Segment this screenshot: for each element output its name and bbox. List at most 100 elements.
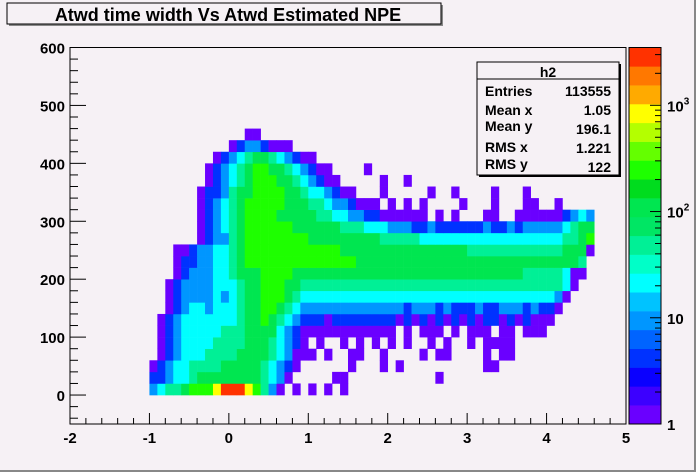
heatmap-cell (228, 209, 238, 222)
heatmap-cell (197, 244, 206, 257)
heatmap-cell (284, 313, 293, 326)
heatmap-cell (340, 209, 349, 222)
heatmap-cell (570, 279, 579, 292)
heatmap-cell (220, 371, 230, 384)
heatmap-cell (197, 290, 206, 303)
heatmap-cell (284, 163, 293, 176)
stats-box: h2 Entries 113555 Mean x 1.05 Mean y 196… (476, 61, 621, 177)
heatmap-cell (244, 279, 253, 292)
heatmap-cell (236, 244, 246, 257)
heatmap-cell (522, 256, 531, 268)
heatmap-cell (300, 325, 309, 338)
heatmap-cell (395, 302, 404, 315)
heatmap-cell (308, 174, 317, 187)
heatmap-cell (316, 256, 325, 268)
heatmap-cell (554, 198, 563, 210)
stats-label-mean-y: Mean y (485, 118, 533, 134)
heatmap-cell (427, 221, 436, 234)
heatmap-cell (181, 325, 190, 338)
heatmap-cell (252, 371, 261, 384)
heatmap-cell (300, 186, 309, 199)
palette-band (629, 198, 661, 218)
heatmap-cell (451, 186, 460, 199)
heatmap-cell (173, 267, 182, 280)
heatmap-cell (268, 313, 277, 326)
heatmap-cell (538, 290, 547, 303)
heatmap-cell (578, 232, 587, 245)
heatmap-cell (276, 151, 285, 164)
stats-label-mean-x: Mean x (485, 102, 533, 118)
heatmap-cell (459, 221, 468, 234)
heatmap-cell (562, 221, 571, 234)
heatmap-cell (228, 140, 238, 153)
heatmap-cell (228, 325, 238, 338)
heatmap-cell (205, 325, 214, 338)
heatmap-cell (490, 267, 500, 280)
heatmap-cell (475, 325, 484, 338)
heatmap-cell (483, 313, 492, 326)
heatmap-cell (189, 371, 198, 384)
heatmap-cell (530, 325, 539, 338)
heatmap-cell (411, 267, 420, 280)
heatmap-cell (475, 221, 484, 234)
heatmap-cell (387, 302, 396, 315)
heatmap-cell (403, 290, 412, 303)
heatmap-cell (268, 267, 277, 280)
heatmap-cell (443, 232, 452, 245)
heatmap-cell (260, 256, 269, 268)
heatmap-cell (435, 221, 444, 234)
heatmap-cell (212, 302, 222, 315)
heatmap-cell (483, 279, 492, 292)
heatmap-cell (355, 198, 365, 210)
palette-band (629, 348, 661, 368)
heatmap-cell (562, 279, 571, 292)
palette-band (629, 311, 661, 331)
heatmap-cell (292, 209, 301, 222)
heatmap-cell (411, 313, 420, 326)
heatmap-cell (252, 221, 261, 234)
heatmap-cell (212, 337, 222, 349)
heatmap-cell (554, 232, 563, 245)
heatmap-cell (308, 302, 317, 315)
heatmap-cell (268, 348, 277, 361)
heatmap-cell (268, 186, 277, 199)
heatmap-cell (483, 232, 492, 245)
heatmap-cell (371, 325, 381, 338)
heatmap-cell (427, 290, 436, 303)
heatmap-cell (181, 383, 190, 396)
heatmap-cell (371, 244, 381, 257)
heatmap-cell (332, 244, 341, 257)
heatmap-cell (554, 244, 563, 257)
heatmap-cell (236, 337, 246, 349)
heatmap-cell (530, 267, 539, 280)
heatmap-cell (181, 360, 190, 373)
heatmap-cell (173, 302, 182, 315)
heatmap-cell (189, 279, 198, 292)
heatmap-cell (300, 337, 309, 349)
heatmap-cell (522, 325, 531, 338)
heatmap-cell (252, 313, 261, 326)
heatmap-cell (228, 337, 238, 349)
heatmap-cell (411, 302, 420, 315)
heatmap-cell (173, 279, 182, 292)
heatmap-cell (332, 302, 341, 315)
z-tick-label: 10 (667, 311, 684, 328)
heatmap-cell (268, 371, 277, 384)
heatmap-cell (348, 232, 357, 245)
heatmap-cell (387, 244, 396, 257)
heatmap-cell (212, 348, 222, 361)
heatmap-cell (546, 267, 555, 280)
heatmap-cell (268, 360, 277, 373)
heatmap-cell (244, 209, 253, 222)
heatmap-cell (514, 232, 524, 245)
heatmap-cell (451, 325, 460, 338)
heatmap-cell (284, 232, 293, 245)
heatmap-cell (181, 302, 190, 315)
heatmap-cell (435, 371, 444, 384)
heatmap-cell (332, 186, 341, 199)
heatmap-cell (459, 267, 468, 280)
heatmap-cell (268, 209, 277, 222)
palette-band (629, 141, 661, 161)
heatmap-cell (379, 302, 389, 315)
heatmap-cell (435, 302, 444, 315)
